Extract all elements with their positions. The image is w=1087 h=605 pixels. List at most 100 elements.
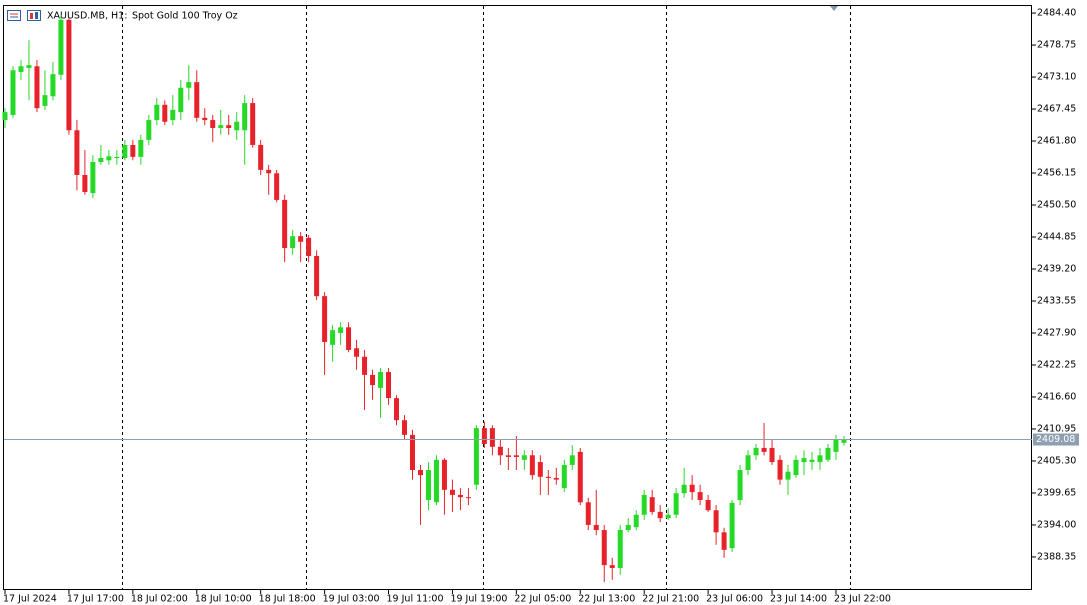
candle-body (785, 471, 791, 480)
candle-body (761, 447, 767, 452)
candle-body (298, 236, 304, 242)
candle-body (537, 462, 543, 477)
candle-body (769, 447, 775, 463)
candle-body (26, 65, 32, 68)
candle-body (42, 95, 48, 106)
candle-body (569, 455, 575, 465)
candle-body (801, 458, 807, 463)
candle-body (258, 144, 264, 170)
candle-body (641, 494, 647, 515)
candle-body (705, 500, 711, 511)
candle-body (2, 112, 8, 121)
x-tick-label: 19 Jul 19:00 (450, 594, 507, 605)
candle-body (394, 398, 400, 421)
candle-body (553, 477, 559, 480)
candle-body (226, 125, 232, 128)
candle-body (146, 120, 152, 140)
candle-body (625, 524, 631, 531)
candle-body (729, 502, 735, 549)
candle-body (425, 470, 431, 501)
x-tick-label: 18 Jul 02:00 (131, 594, 188, 605)
y-tick-label: 2450.50 (1037, 200, 1076, 211)
candle-body (649, 497, 655, 512)
y-tick-label: 2416.60 (1037, 391, 1076, 402)
candle-body (505, 455, 511, 457)
icon[interactable] (27, 10, 41, 21)
x-tick-label: 18 Jul 10:00 (195, 594, 252, 605)
candle-body (577, 451, 583, 503)
candle-body (210, 120, 216, 128)
candle-body (106, 156, 112, 161)
candle-body (713, 510, 719, 533)
icon-bar (30, 13, 33, 19)
y-tick-label: 2461.80 (1037, 136, 1076, 147)
candle-body (122, 144, 128, 159)
y-tick-label: 2473.10 (1037, 72, 1076, 83)
last-price-box (1033, 433, 1079, 446)
candle-body (154, 104, 160, 121)
candle-body (449, 489, 455, 495)
icon[interactable] (7, 10, 21, 21)
y-tick-label: 2484.40 (1037, 8, 1076, 19)
candle-body (721, 532, 727, 550)
y-tick-label: 2444.85 (1037, 231, 1076, 242)
candle-body (489, 428, 495, 447)
candle-body (617, 530, 623, 568)
candle-body (194, 82, 200, 118)
candle-body (274, 173, 280, 200)
candle-body (322, 296, 328, 343)
plot-frame (3, 5, 1032, 590)
candle-body (402, 420, 407, 435)
candle-body (162, 104, 168, 122)
y-tick-label: 2433.55 (1037, 295, 1076, 306)
candle-body (202, 117, 208, 121)
chart-title: XAUUSD.MB, H1: (47, 11, 127, 22)
x-tick-label: 22 Jul 05:00 (514, 594, 571, 605)
candle-body (218, 125, 224, 128)
last-price-label: 2409.08 (1036, 434, 1075, 445)
candle-body (465, 497, 471, 499)
candle-body (497, 446, 503, 456)
candle-body (282, 199, 288, 249)
x-tick-label: 23 Jul 22:00 (834, 594, 891, 605)
candle-body (793, 459, 799, 476)
candle-body (338, 327, 344, 333)
y-tick-label: 2427.90 (1037, 327, 1076, 338)
y-tick-label: 2410.95 (1037, 423, 1076, 434)
candle-body (689, 484, 695, 493)
x-tick-label: 17 Jul 17:00 (67, 594, 124, 605)
candle-body (10, 70, 16, 115)
candle-body (74, 130, 80, 175)
candle-body (314, 255, 320, 297)
candle-body (178, 87, 184, 113)
candle-body (545, 476, 551, 478)
y-tick-label: 2394.00 (1037, 519, 1076, 530)
candle-body (417, 470, 423, 476)
candle-body (266, 169, 272, 174)
candle-body (825, 447, 831, 460)
candle-body (633, 514, 639, 528)
candle-body (473, 428, 479, 485)
x-tick-label: 17 Jul 2024 (3, 594, 57, 605)
candle-body (665, 514, 671, 519)
toolbar-icons (7, 10, 41, 21)
candle-body (130, 144, 136, 157)
y-tick-label: 2422.25 (1037, 359, 1076, 370)
x-tick-label: 18 Jul 18:00 (259, 594, 316, 605)
candle-body (601, 530, 607, 566)
candle-body (609, 565, 615, 568)
candle-body (841, 439, 847, 443)
x-tick-label: 22 Jul 13:00 (578, 594, 635, 605)
x-tick-label: 19 Jul 11:00 (387, 594, 444, 605)
candle-body (386, 372, 392, 399)
y-tick-label: 2439.20 (1037, 263, 1076, 274)
candle-body (561, 464, 567, 489)
candle-body (833, 439, 839, 452)
x-tick-label: 23 Jul 14:00 (770, 594, 827, 605)
y-tick-label: 2456.15 (1037, 168, 1076, 179)
icon-bar (35, 12, 38, 19)
candle-body (98, 158, 104, 162)
candle-body (250, 103, 256, 145)
